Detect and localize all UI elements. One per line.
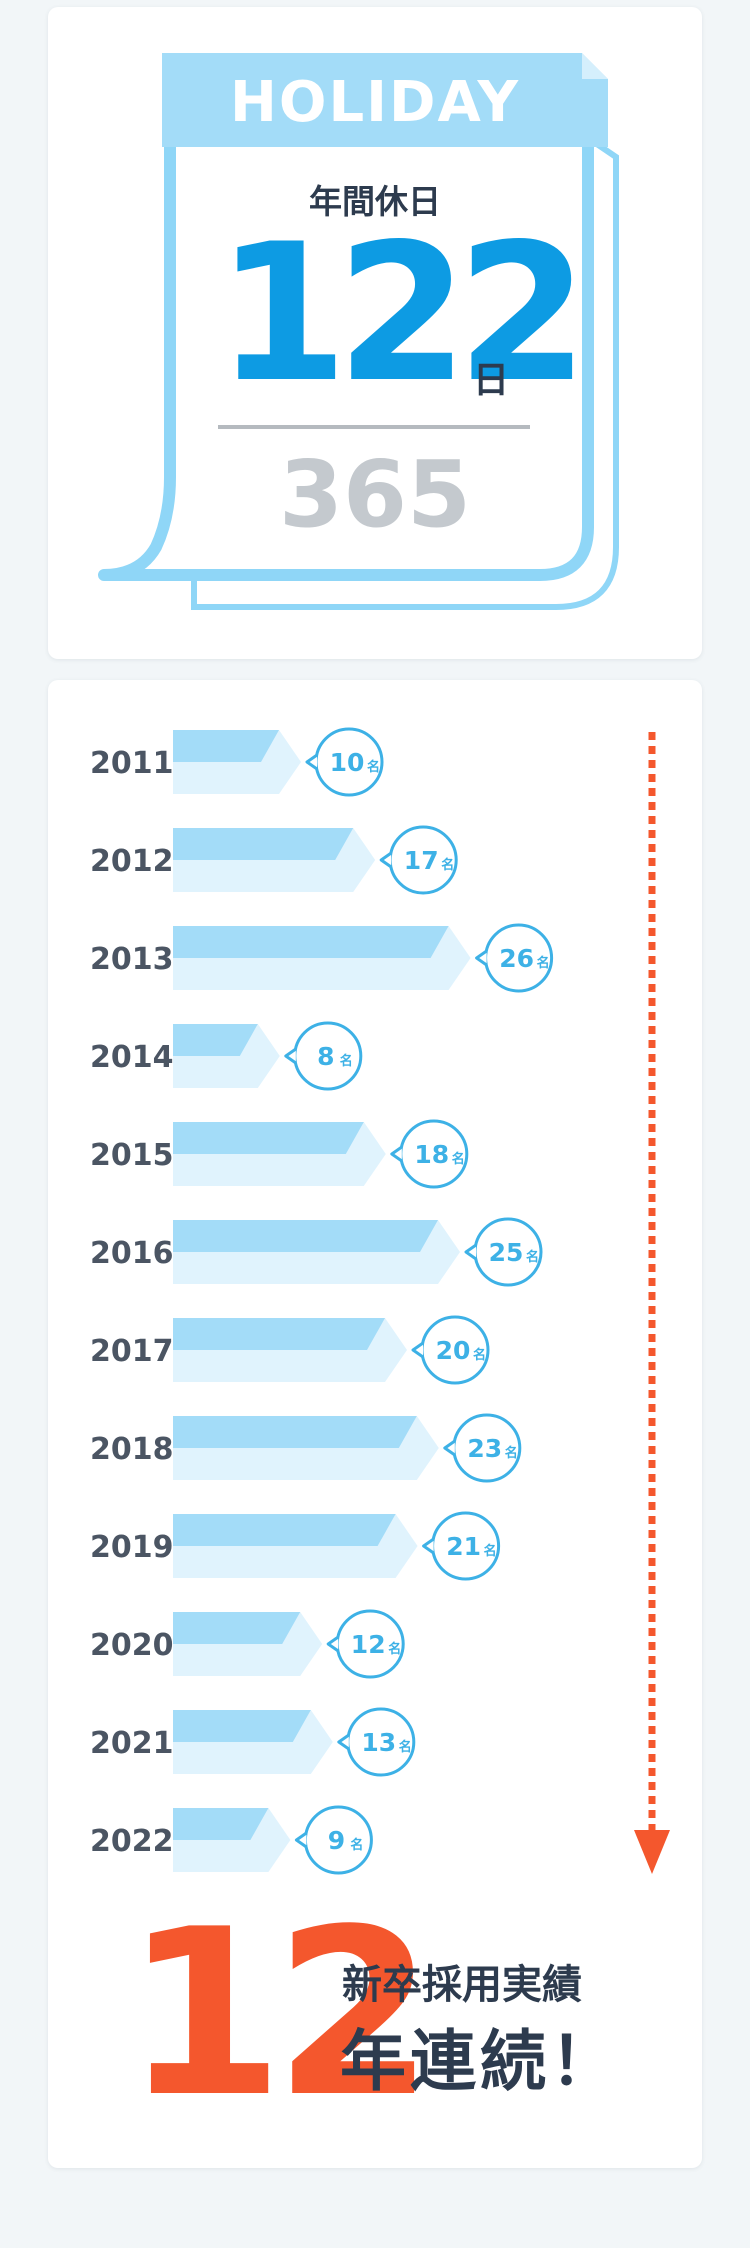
value-bubble-tail [390,1145,403,1163]
year-total-days: 365 [278,441,472,548]
bar-value-unit: 名 [388,1641,401,1657]
value-bubble-tail [411,1341,424,1359]
trend-arrow-head-icon [634,1830,670,1874]
value-bubble-tail [337,1733,350,1751]
value-bubble-tail [475,949,488,967]
value-bubble-tail [294,1831,308,1849]
bar [173,1122,364,1154]
bar-value-label: 17 [404,846,439,875]
streak-consecutive-label: 年連続！ [340,2023,620,2100]
bar-value-label: 13 [361,1728,396,1757]
bar-value-unit: 名 [473,1347,486,1363]
bar-value-label: 8 [317,1042,334,1071]
bar [173,1318,385,1350]
bar-value-label: 20 [436,1336,471,1365]
bar-value-label: 18 [414,1140,449,1169]
year-label: 2022 [90,1824,174,1859]
streak-caption: 新卒採用実績 [342,1962,582,2008]
bar-value-unit: 名 [350,1837,363,1853]
value-bubble-tail [284,1047,297,1065]
year-label: 2016 [90,1236,174,1271]
calendar-header: HOLIDAY [229,70,520,135]
year-label: 2018 [90,1432,174,1467]
year-label: 2020 [90,1628,174,1663]
bar-value-label: 21 [446,1532,481,1561]
bar [173,730,279,762]
bar-value-unit: 名 [441,857,454,873]
value-bubble-tail [305,753,318,771]
bar-value-unit: 名 [452,1151,465,1167]
bar-value-unit: 名 [526,1249,539,1265]
streak-years-number: 12 [124,1881,434,2148]
holiday-days-unit: 日 [473,360,510,401]
bar [173,1024,258,1056]
year-label: 2014 [90,1040,174,1075]
value-bubble-tail [422,1537,435,1555]
annual-holidays-label: 年間休日 [309,182,441,221]
year-label: 2021 [90,1726,174,1761]
holiday-card: HOLIDAY 年間休日 122 日 365 [48,7,702,659]
year-label: 2017 [90,1334,174,1369]
year-label: 2012 [90,844,174,879]
bar [173,1710,311,1742]
bar [173,1220,438,1252]
bar [173,1416,417,1448]
bar-value-unit: 名 [537,955,550,971]
bar [173,1808,269,1840]
holiday-days-count: 122 [216,203,589,424]
bar-value-label: 9 [328,1826,345,1855]
bar-value-label: 25 [489,1238,524,1267]
bar-value-unit: 名 [367,759,380,775]
value-bubble-tail [379,851,393,869]
value-bubble-tail [443,1439,456,1457]
hiring-chart-card: 2011 10 名 2012 17 名 2013 26 名 2014 8 名 2015 18 名 2016 25… [48,680,702,2168]
calendar-icon [98,53,619,610]
bar [173,926,449,958]
bar-value-unit: 名 [484,1543,497,1559]
bar [173,1612,301,1644]
bar-value-unit: 名 [340,1053,353,1069]
year-label: 2015 [90,1138,174,1173]
year-label: 2013 [90,942,174,977]
year-label: 2019 [90,1530,174,1565]
bar-value-label: 10 [330,748,365,777]
bar-value-label: 12 [351,1630,386,1659]
value-bubble-tail [326,1635,340,1653]
bar [173,828,354,860]
bar-value-unit: 名 [399,1739,412,1755]
bar-value-label: 26 [499,944,534,973]
bar-value-label: 23 [467,1434,502,1463]
bar-value-unit: 名 [505,1445,518,1461]
value-bubble-tail [464,1243,477,1261]
bar [173,1514,396,1546]
year-label: 2011 [90,746,174,781]
